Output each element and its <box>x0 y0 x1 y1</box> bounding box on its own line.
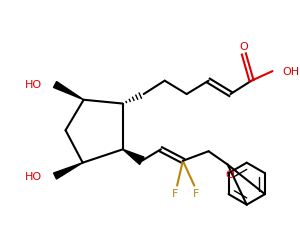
Text: F: F <box>172 188 178 198</box>
Text: HO: HO <box>25 80 42 90</box>
Text: HO: HO <box>25 171 42 181</box>
Text: F: F <box>193 188 200 198</box>
Polygon shape <box>54 163 83 179</box>
Text: O: O <box>225 169 234 179</box>
Text: OH: OH <box>282 67 299 77</box>
Polygon shape <box>53 82 84 100</box>
Polygon shape <box>123 150 144 165</box>
Text: O: O <box>239 42 248 52</box>
